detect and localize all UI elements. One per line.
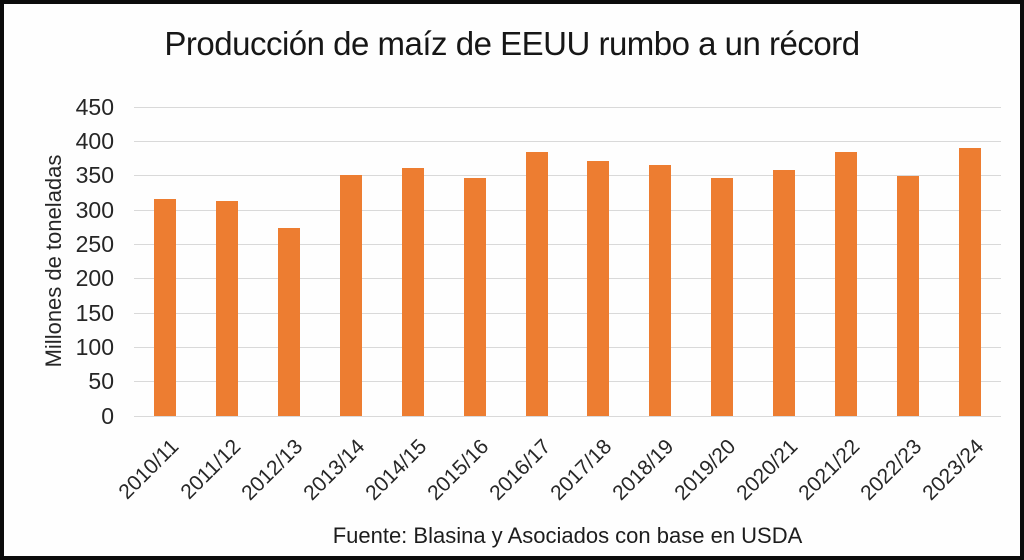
y-tick-label-400: 400 (75, 127, 114, 154)
bar-2010/11 (153, 199, 176, 416)
gridline-250 (134, 243, 1001, 245)
gridline-350 (134, 175, 1001, 177)
bar-2015/16 (463, 178, 486, 416)
bar-2021/22 (835, 152, 858, 416)
y-tick-label-50: 50 (88, 368, 114, 395)
gridline-450 (134, 106, 1001, 108)
bar-2018/19 (649, 165, 672, 416)
bar-2016/17 (525, 151, 548, 416)
bar-2014/15 (401, 168, 424, 416)
y-tick-label-450: 450 (75, 93, 114, 120)
bar-2011/12 (215, 201, 238, 416)
y-tick-label-0: 0 (101, 402, 114, 429)
chart-title: Producción de maíz de EEUU rumbo a un ré… (164, 25, 860, 62)
y-tick-label-200: 200 (75, 265, 114, 292)
gridline-50 (134, 381, 1001, 383)
gridline-150 (134, 312, 1001, 314)
bar-2022/23 (897, 176, 920, 416)
gridline-200 (134, 278, 1001, 280)
y-tick-label-300: 300 (75, 196, 114, 223)
gridline-400 (134, 140, 1001, 142)
y-tick-label-100: 100 (75, 333, 114, 360)
y-tick-label-150: 150 (75, 299, 114, 326)
gridline-100 (134, 346, 1001, 348)
bar-2023/24 (959, 148, 982, 416)
source-caption: Fuente: Blasina y Asociados con base en … (332, 523, 803, 548)
y-tick-label-350: 350 (75, 162, 114, 189)
gridline-0 (134, 415, 1001, 417)
bar-2020/21 (773, 169, 796, 416)
y-tick-label-250: 250 (75, 230, 114, 257)
gridline-300 (134, 209, 1001, 211)
bar-2019/20 (711, 178, 734, 416)
plot-area (134, 106, 1001, 417)
bar-2012/13 (277, 227, 300, 416)
bar-2013/14 (339, 174, 362, 416)
bar-2017/18 (587, 160, 610, 416)
